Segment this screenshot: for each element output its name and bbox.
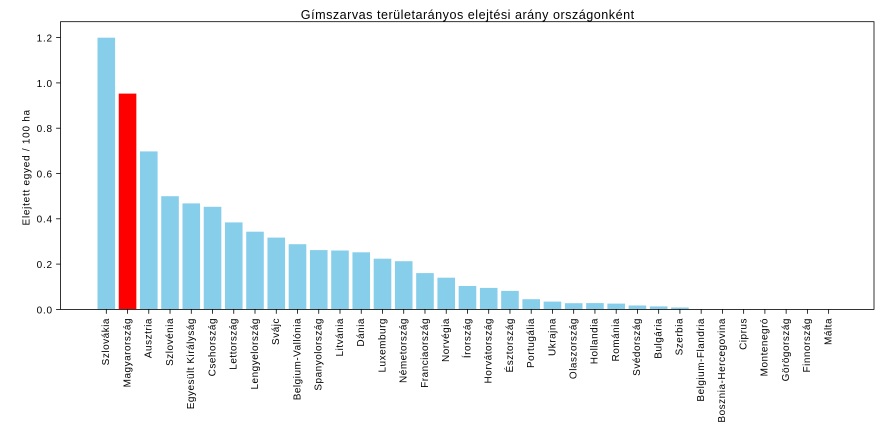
svg-text:Belgium-Flandria: Belgium-Flandria bbox=[696, 318, 707, 402]
svg-text:Észtország: Észtország bbox=[503, 318, 516, 372]
svg-text:Portugália: Portugália bbox=[526, 318, 537, 368]
svg-text:0.8: 0.8 bbox=[37, 124, 53, 135]
svg-text:Gímszarvas területarányos elej: Gímszarvas területarányos elejtési arány… bbox=[301, 8, 635, 22]
svg-text:0.4: 0.4 bbox=[37, 215, 53, 226]
svg-text:Spanyolország: Spanyolország bbox=[314, 318, 325, 391]
svg-text:0.0: 0.0 bbox=[37, 305, 53, 316]
svg-text:Hollandia: Hollandia bbox=[590, 318, 601, 364]
svg-text:Bulgária: Bulgária bbox=[653, 318, 664, 359]
svg-text:Montenegró: Montenegró bbox=[760, 318, 771, 376]
svg-text:Ciprus: Ciprus bbox=[738, 318, 749, 350]
svg-text:Lengyelország: Lengyelország bbox=[250, 318, 261, 390]
svg-text:Dánia: Dánia bbox=[356, 318, 367, 347]
svg-text:Horvátország: Horvátország bbox=[484, 318, 495, 383]
svg-text:0.6: 0.6 bbox=[37, 169, 53, 180]
svg-text:1.2: 1.2 bbox=[37, 34, 53, 45]
svg-text:Csehország: Csehország bbox=[207, 318, 218, 376]
svg-text:Franciaország: Franciaország bbox=[420, 318, 431, 388]
svg-text:Görögország: Görögország bbox=[781, 318, 792, 381]
svg-text:Málta: Málta bbox=[823, 318, 834, 345]
svg-text:0.2: 0.2 bbox=[37, 260, 53, 271]
svg-text:Szerbia: Szerbia bbox=[675, 318, 686, 355]
svg-text:Finnország: Finnország bbox=[802, 318, 813, 372]
svg-text:Egyesült Királyság: Egyesült Királyság bbox=[186, 318, 197, 409]
svg-text:1.0: 1.0 bbox=[37, 79, 53, 90]
svg-text:Bosznia-Hercegovina: Bosznia-Hercegovina bbox=[717, 318, 728, 423]
svg-text:Magyarország: Magyarország bbox=[122, 318, 133, 387]
svg-text:Svájc: Svájc bbox=[271, 318, 282, 345]
svg-text:Litvánia: Litvánia bbox=[335, 318, 346, 356]
svg-text:Írország: Írország bbox=[460, 318, 473, 358]
svg-text:Lettország: Lettország bbox=[229, 318, 240, 370]
svg-text:Luxemburg: Luxemburg bbox=[377, 318, 388, 373]
svg-text:Németország: Németország bbox=[399, 318, 410, 383]
svg-text:Svédország: Svédország bbox=[632, 318, 643, 376]
svg-text:Norvégia: Norvégia bbox=[441, 318, 452, 362]
svg-text:Szlovénia: Szlovénia bbox=[165, 318, 176, 366]
svg-text:Olaszország: Olaszország bbox=[568, 318, 579, 379]
svg-text:Elejtett egyed / 100 ha: Elejtett egyed / 100 ha bbox=[21, 109, 32, 225]
svg-text:Szlovákia: Szlovákia bbox=[101, 318, 112, 365]
svg-text:Ukrajna: Ukrajna bbox=[547, 318, 558, 356]
svg-text:Belgium-Vallónia: Belgium-Vallónia bbox=[292, 318, 303, 400]
svg-text:Ausztria: Ausztria bbox=[144, 318, 155, 358]
svg-text:Románia: Románia bbox=[611, 318, 622, 362]
